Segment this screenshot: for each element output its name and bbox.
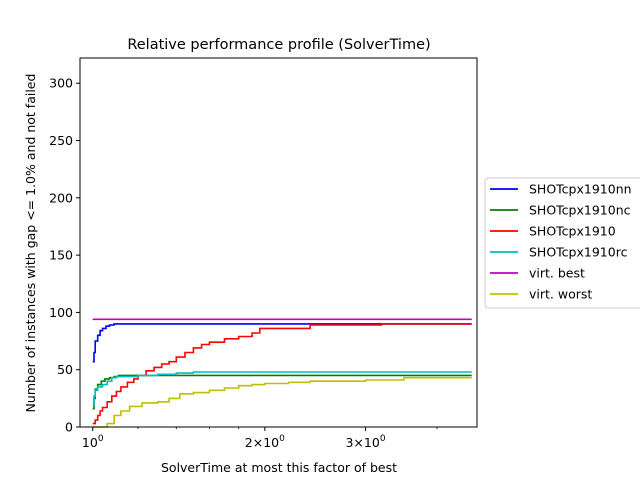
x-axis-label: SolverTime at most this factor of best [161,460,397,475]
x-tick-label-2: 2×100 [245,434,285,450]
x-axis: 100 2×100 3×100 [82,427,438,450]
y-tick-label-1: 0 [65,420,73,435]
y-tick-label-6: 250 [49,133,73,148]
series-line-1 [92,323,472,363]
y-tick-label-3: 100 [49,305,73,320]
x-tick-label-1: 100 [82,434,104,450]
legend-label-1: SHOTcpx1910nn [529,182,632,197]
legend-label-6: virt. worst [529,287,592,302]
y-tick-label-5: 200 [49,190,73,205]
chart-title: Relative performance profile (SolverTime… [127,37,430,53]
y-tick-label-2: 50 [57,362,73,377]
series-layer [92,318,472,428]
legend-label-4: SHOTcpx1910rc [529,245,628,260]
y-tick-label-7: 300 [49,76,73,91]
series-line-2 [92,374,472,410]
x-tick-label-3: 3×100 [345,434,385,450]
y-tick-label-4: 150 [49,248,73,263]
legend-label-3: SHOTcpx1910 [529,224,616,239]
y-axis-label: Number of instances with gap <= 1.0% and… [23,74,38,413]
series-line-6 [92,376,472,428]
series-line-4 [92,371,472,406]
legend-label-2: SHOTcpx1910nc [529,203,631,218]
y-axis: 0 50 100 150 200 250 300 [49,76,80,435]
series-line-3 [92,323,472,425]
legend-label-5: virt. best [529,266,585,281]
legend-frame [484,177,640,309]
legend: SHOTcpx1910nn SHOTcpx1910nc SHOTcpx1910 SHO… [484,177,640,309]
plot-frame [79,57,478,428]
